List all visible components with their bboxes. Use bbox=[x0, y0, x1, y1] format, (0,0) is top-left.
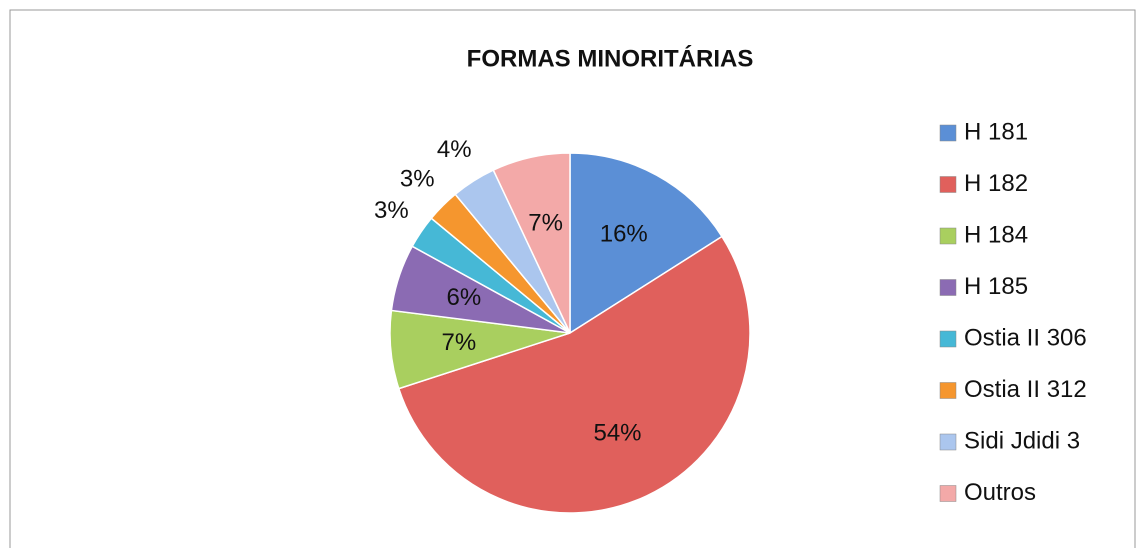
legend-swatch bbox=[939, 382, 957, 399]
data-label: 7% bbox=[442, 329, 477, 356]
legend-swatch bbox=[939, 279, 957, 296]
legend-swatch bbox=[939, 485, 957, 502]
pie-slice bbox=[569, 152, 724, 335]
legend-swatch bbox=[939, 124, 957, 142]
data-label: 3% bbox=[400, 166, 435, 193]
legend-label: H 182 bbox=[964, 170, 1028, 197]
legend-label: H 181 bbox=[964, 118, 1028, 145]
legend-label: Sidi Jdidi 3 bbox=[964, 427, 1080, 454]
legend-swatch bbox=[939, 227, 957, 245]
chart-title: FORMAS MINORITÁRIAS bbox=[467, 44, 754, 72]
legend-label: Ostia II 306 bbox=[964, 324, 1087, 351]
legend-label: H 184 bbox=[964, 221, 1028, 248]
data-label: 3% bbox=[374, 197, 409, 224]
legend-label: Outros bbox=[964, 479, 1036, 506]
legend-swatch bbox=[939, 176, 957, 193]
legend-label: Ostia II 312 bbox=[964, 376, 1087, 403]
data-label: 7% bbox=[528, 209, 563, 236]
pie-slice bbox=[397, 235, 751, 514]
legend-label: H 185 bbox=[964, 273, 1028, 300]
data-label: 4% bbox=[437, 136, 472, 163]
pie-slice bbox=[492, 152, 571, 334]
data-label: 16% bbox=[600, 221, 648, 248]
legend-swatch bbox=[939, 330, 957, 348]
legend-swatch bbox=[939, 433, 957, 451]
data-label: 6% bbox=[447, 284, 482, 311]
data-label: 54% bbox=[593, 419, 641, 446]
